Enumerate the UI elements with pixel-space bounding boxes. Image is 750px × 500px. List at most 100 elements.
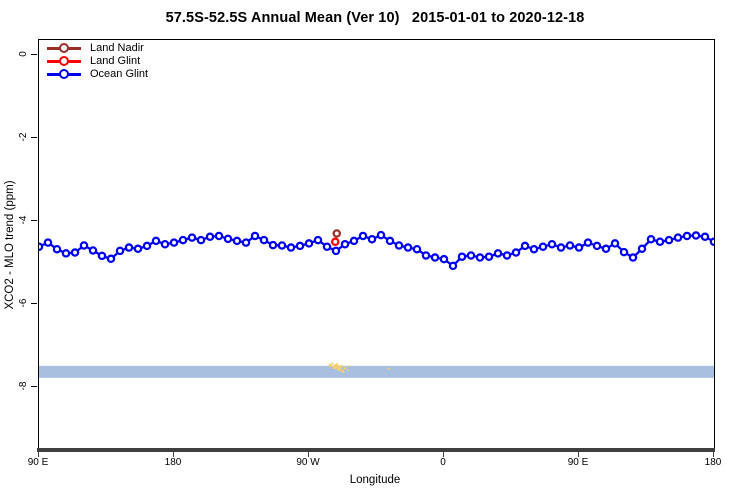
y-tick-label: -2 bbox=[18, 132, 29, 142]
speck-dot bbox=[343, 367, 347, 370]
plot-area: Land Nadir Land Glint Ocean Glint bbox=[38, 39, 715, 452]
series-line-ocean-glint bbox=[39, 233, 714, 268]
series-marker-ocean-glint bbox=[241, 238, 251, 247]
series-marker-ocean-glint bbox=[367, 235, 377, 244]
series-marker-ocean-glint bbox=[646, 235, 656, 244]
series-marker-ocean-glint bbox=[475, 253, 485, 262]
legend-circle bbox=[58, 69, 69, 79]
series-marker-ocean-glint bbox=[673, 233, 683, 242]
series-marker-ocean-glint bbox=[223, 234, 233, 244]
series-marker-ocean-glint bbox=[268, 240, 278, 250]
legend-line-circle-icon bbox=[47, 55, 81, 68]
series-marker-ocean-glint bbox=[313, 235, 323, 245]
series-marker-ocean-glint bbox=[106, 254, 116, 264]
speck-dot bbox=[339, 364, 343, 368]
series-marker-ocean-glint bbox=[52, 244, 62, 254]
legend-label: Land Glint bbox=[90, 55, 141, 67]
series-marker-ocean-glint bbox=[484, 252, 494, 261]
x-tick-label: 180 bbox=[704, 457, 722, 468]
x-axis-title: Longitude bbox=[349, 474, 401, 486]
series-marker-ocean-glint bbox=[502, 251, 512, 260]
legend-line-circle-icon bbox=[47, 68, 81, 81]
series-marker-ocean-glint bbox=[160, 239, 170, 249]
series-marker-ocean-glint bbox=[304, 239, 314, 248]
legend-item-land-glint: Land Glint bbox=[47, 55, 148, 68]
legend-item-ocean-glint: Ocean Glint bbox=[47, 68, 148, 81]
series-marker-ocean-glint bbox=[250, 231, 260, 241]
series-marker-ocean-glint bbox=[565, 241, 575, 250]
series-marker-ocean-glint bbox=[691, 231, 701, 240]
legend-item-land-nadir: Land Nadir bbox=[47, 42, 148, 55]
y-tick-mark bbox=[31, 219, 37, 221]
series-marker-ocean-glint bbox=[259, 235, 269, 245]
series-marker-ocean-glint bbox=[277, 241, 287, 250]
legend: Land Nadir Land Glint Ocean Glint bbox=[47, 42, 148, 81]
series-marker-ocean-glint bbox=[205, 232, 215, 242]
series-marker-ocean-glint bbox=[457, 252, 467, 261]
legend-circle bbox=[58, 43, 69, 53]
y-tick-mark bbox=[31, 302, 37, 304]
speck-dot bbox=[336, 366, 342, 372]
x-tick-mark bbox=[712, 451, 714, 457]
series-marker-ocean-glint bbox=[376, 230, 386, 240]
series-marker-ocean-glint bbox=[39, 242, 44, 251]
series-marker-ocean-glint bbox=[448, 261, 458, 271]
plot-canvas bbox=[39, 229, 714, 378]
series-marker-ocean-glint bbox=[115, 246, 125, 256]
series-marker-ocean-glint bbox=[709, 237, 714, 246]
x-tick-label: 90 E bbox=[27, 457, 49, 468]
series-marker-ocean-glint bbox=[79, 241, 89, 250]
y-tick-label: -6 bbox=[18, 298, 29, 308]
y-tick-mark bbox=[31, 53, 37, 55]
series-marker-ocean-glint bbox=[619, 247, 629, 257]
series-marker-ocean-glint bbox=[538, 242, 548, 251]
series-marker-ocean-glint bbox=[682, 231, 692, 241]
series-marker-land-nadir bbox=[332, 229, 341, 238]
series-marker-ocean-glint bbox=[214, 231, 224, 241]
speck-dot bbox=[341, 369, 345, 373]
series-marker-ocean-glint bbox=[574, 243, 584, 252]
y-tick-mark bbox=[31, 136, 37, 138]
y-tick-label: -4 bbox=[18, 215, 29, 225]
series-marker-ocean-glint bbox=[700, 232, 710, 242]
series-marker-ocean-glint bbox=[403, 243, 413, 252]
series-marker-ocean-glint bbox=[421, 251, 431, 260]
series-marker-ocean-glint bbox=[358, 231, 368, 241]
series-marker-ocean-glint bbox=[196, 235, 206, 245]
y-tick-label: -8 bbox=[18, 381, 29, 391]
y-tick-label: 0 bbox=[18, 51, 29, 57]
speck-dot bbox=[387, 367, 390, 370]
series-marker-ocean-glint bbox=[592, 241, 602, 251]
series-marker-ocean-glint bbox=[664, 235, 674, 245]
series-marker-ocean-glint bbox=[520, 241, 530, 251]
series-marker-ocean-glint bbox=[331, 246, 341, 256]
x-tick-mark bbox=[442, 451, 444, 457]
x-tick-label: 90 W bbox=[296, 457, 320, 468]
highlight-band bbox=[39, 365, 714, 378]
series-marker-ocean-glint bbox=[547, 239, 557, 249]
x-axis-line bbox=[37, 448, 715, 452]
speck-dot bbox=[331, 362, 334, 365]
series-marker-ocean-glint bbox=[493, 249, 503, 258]
series-marker-ocean-glint bbox=[610, 239, 620, 248]
series-marker-ocean-glint bbox=[394, 241, 404, 250]
series-marker-ocean-glint bbox=[349, 236, 359, 246]
series-marker-ocean-glint bbox=[556, 243, 566, 252]
series-marker-ocean-glint bbox=[232, 236, 242, 246]
y-axis-title: XCO2 - MLO trend (ppm) bbox=[4, 180, 16, 310]
series-marker-ocean-glint bbox=[529, 244, 539, 254]
speck-dot bbox=[328, 363, 332, 367]
series-marker-ocean-glint bbox=[97, 251, 107, 261]
series-marker-ocean-glint bbox=[61, 249, 71, 258]
series-marker-ocean-glint bbox=[412, 244, 422, 254]
x-tick-label: 0 bbox=[440, 457, 446, 468]
x-tick-mark bbox=[37, 451, 39, 457]
series-marker-ocean-glint bbox=[601, 244, 611, 254]
series-marker-ocean-glint bbox=[628, 253, 638, 262]
series-marker-ocean-glint bbox=[124, 243, 134, 252]
series-marker-ocean-glint bbox=[340, 239, 350, 249]
legend-line-circle-icon bbox=[47, 42, 81, 55]
series-marker-ocean-glint bbox=[637, 244, 647, 254]
chart-title: 57.5S-52.5S Annual Mean (Ver 10) 2015-01… bbox=[165, 10, 585, 26]
y-tick-mark bbox=[31, 385, 37, 387]
